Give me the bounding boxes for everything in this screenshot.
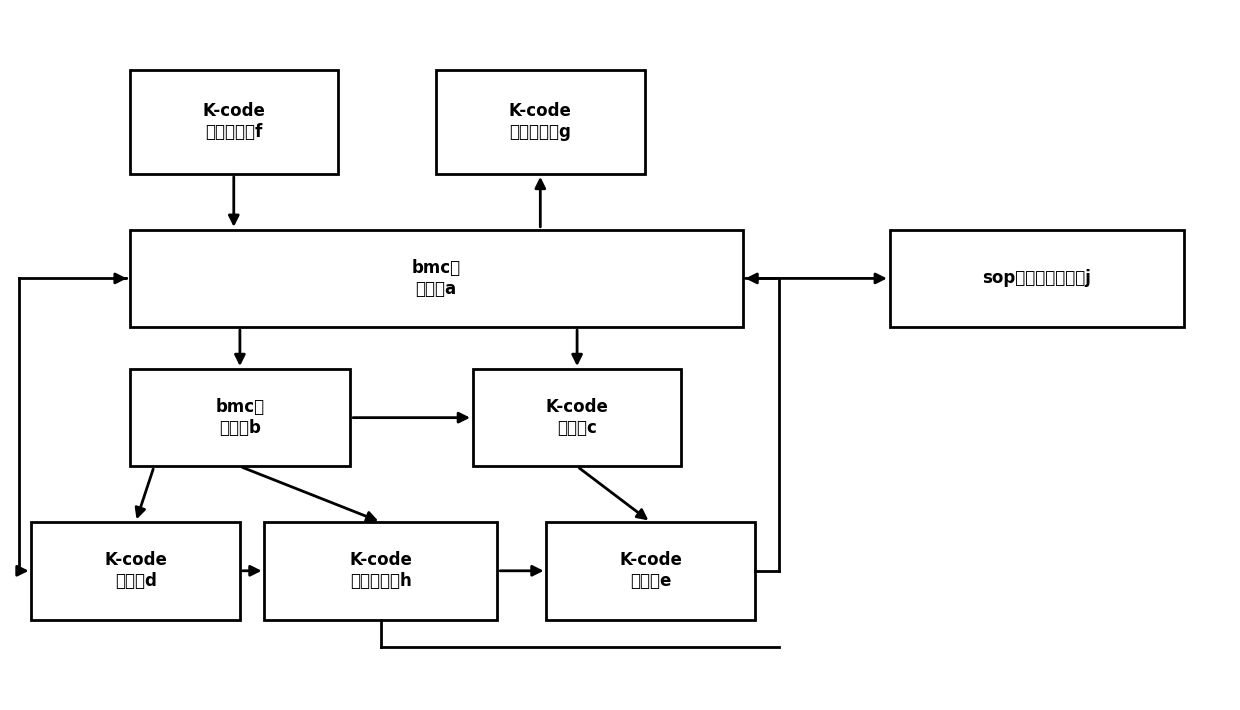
Bar — [472, 369, 681, 466]
Text: bmc码
接收器a: bmc码 接收器a — [412, 259, 460, 297]
Text: K-code
校正器d: K-code 校正器d — [104, 552, 167, 590]
Bar — [890, 230, 1184, 327]
Text: K-code
结束标志位g: K-code 结束标志位g — [508, 102, 572, 141]
Bar — [129, 230, 743, 327]
Bar — [31, 522, 239, 620]
Text: K-code
校正器e: K-code 校正器e — [619, 552, 682, 590]
Text: bmc码
计数器b: bmc码 计数器b — [216, 398, 264, 437]
Text: K-code
起始标志位f: K-code 起始标志位f — [202, 102, 265, 141]
Bar — [129, 70, 339, 174]
Bar — [436, 70, 645, 174]
Text: K-code
计数器c: K-code 计数器c — [546, 398, 609, 437]
Text: K-code
错误标志位h: K-code 错误标志位h — [350, 552, 413, 590]
Bar — [129, 369, 350, 466]
Bar — [547, 522, 755, 620]
Text: sop譯码结果寄存器j: sop譯码结果寄存器j — [982, 269, 1091, 288]
Bar — [264, 522, 497, 620]
